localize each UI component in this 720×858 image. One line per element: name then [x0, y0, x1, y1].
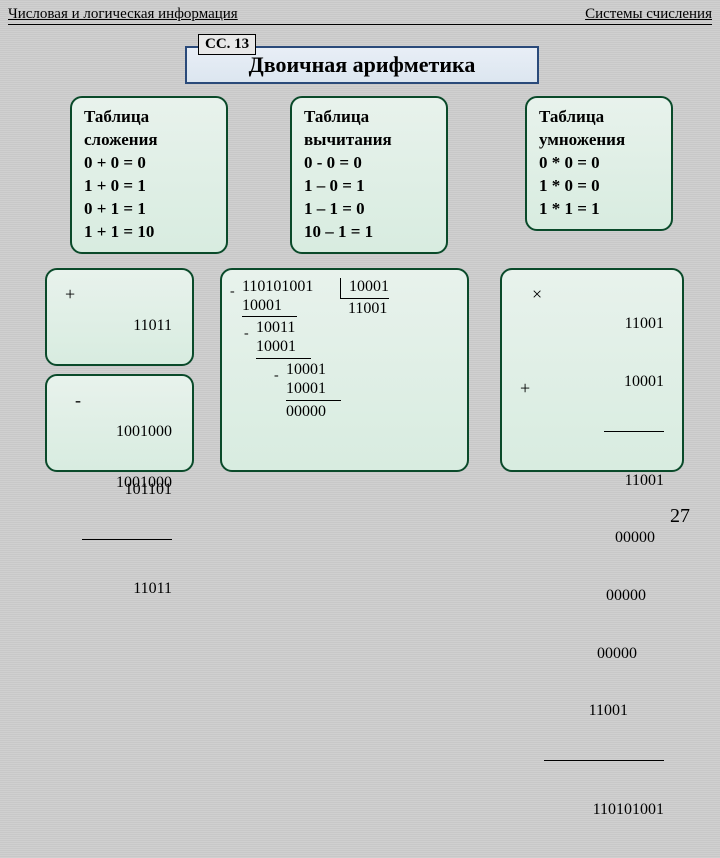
division-example: 110101001 10001 11001 - 10001 10011 - 10…	[220, 268, 469, 472]
sub-b: 101101	[82, 480, 172, 499]
page-number: 27	[670, 505, 690, 528]
sub-l2: 1 – 0 = 1	[304, 175, 434, 198]
add-l4: 1 + 1 = 10	[84, 221, 214, 244]
p1: 11001	[544, 471, 664, 490]
p5: 11001	[544, 701, 664, 720]
minus-icon: -	[244, 326, 249, 342]
mul-a: 11001	[544, 314, 664, 333]
minus-icon: -	[230, 284, 235, 300]
mul-l2: 1 * 0 = 0	[539, 175, 659, 198]
r3: 00000	[286, 403, 326, 421]
sub-l1: 0 - 0 = 0	[304, 152, 434, 175]
multiplication-example: × 11001 10001 11001 00000 00000 00000 11…	[500, 268, 684, 472]
sub-l3: 1 – 1 = 0	[304, 198, 434, 221]
r1: 10011	[256, 319, 295, 337]
mul-title: Таблица умножения	[539, 106, 659, 152]
sub-title: Таблица вычитания	[304, 106, 434, 152]
sub-l4: 10 – 1 = 1	[304, 221, 434, 244]
minus-op: -	[75, 390, 81, 411]
sub-a: 1001000	[82, 422, 172, 441]
minus-icon: -	[274, 368, 279, 384]
divisor: 10001	[340, 278, 389, 299]
mul-r: 110101001	[544, 800, 664, 819]
add-l2: 1 + 0 = 1	[84, 175, 214, 198]
times-op: ×	[532, 284, 542, 305]
mul-l3: 1 * 1 = 1	[539, 198, 659, 221]
plus-op: +	[520, 378, 530, 399]
r2: 10001	[286, 361, 326, 379]
sub-r: 11011	[82, 579, 172, 598]
dividend: 110101001	[242, 278, 313, 296]
subtraction-table: Таблица вычитания 0 - 0 = 0 1 – 0 = 1 1 …	[290, 96, 448, 254]
add-l3: 0 + 1 = 1	[84, 198, 214, 221]
mul-b: 10001	[544, 372, 664, 391]
add-a: 11011	[82, 316, 172, 335]
quotient: 11001	[348, 300, 387, 318]
s2sub: 10001	[256, 338, 296, 356]
addition-table: Таблица сложения 0 + 0 = 0 1 + 0 = 1 0 +…	[70, 96, 228, 254]
subtraction-example: - 1001000 101101 11011	[45, 374, 194, 472]
multiplication-table: Таблица умножения 0 * 0 = 0 1 * 0 = 0 1 …	[525, 96, 673, 231]
plus-op: +	[65, 284, 75, 305]
mul-l1: 0 * 0 = 0	[539, 152, 659, 175]
add-l1: 0 + 0 = 0	[84, 152, 214, 175]
addition-example: + 11011 101101 1001000	[45, 268, 194, 366]
s3sub: 10001	[286, 380, 326, 398]
header-right: Системы счисления	[585, 6, 712, 23]
slide-badge: СС. 13	[198, 34, 256, 55]
add-title: Таблица сложения	[84, 106, 214, 152]
s1sub: 10001	[242, 297, 282, 315]
p4: 00000	[544, 644, 664, 663]
header-left: Числовая и логическая информация	[8, 6, 238, 23]
header-divider	[8, 24, 712, 25]
p3: 00000	[544, 586, 664, 605]
p2: 00000	[544, 528, 664, 547]
